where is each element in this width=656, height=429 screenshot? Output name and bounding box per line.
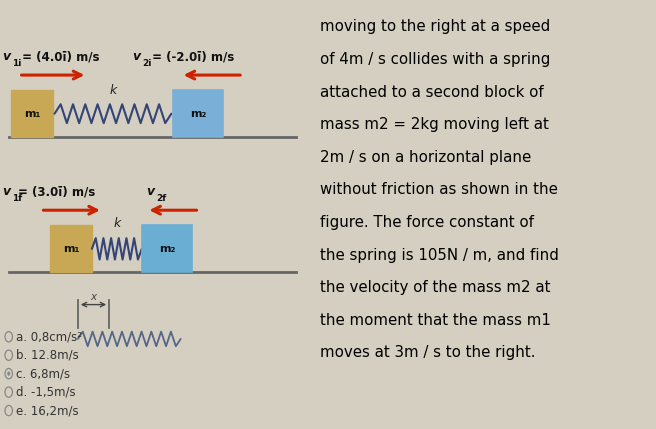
Text: 1i: 1i [12,59,21,68]
Text: m₂: m₂ [159,244,176,254]
Text: d. -1,5m/s: d. -1,5m/s [16,386,75,399]
Text: x: x [91,292,96,302]
Text: without friction as shown in the: without friction as shown in the [320,182,558,197]
Text: the spring is 105N / m, and find: the spring is 105N / m, and find [320,248,559,263]
Text: v: v [3,50,10,63]
Text: 1f: 1f [12,194,22,203]
Text: mass m2 = 2kg moving left at: mass m2 = 2kg moving left at [320,117,549,132]
Text: e. 16,2m/s: e. 16,2m/s [16,404,78,417]
Text: k: k [113,218,121,230]
Text: of 4m / s collides with a spring: of 4m / s collides with a spring [320,52,550,67]
Text: attached to a second block of: attached to a second block of [320,85,544,100]
Bar [11,90,53,137]
Text: v: v [146,185,155,198]
Bar [142,225,192,272]
Text: 2i: 2i [142,59,151,68]
Bar [50,225,92,272]
Text: b. 12.8m/s: b. 12.8m/s [16,349,78,362]
Text: the moment that the mass m1: the moment that the mass m1 [320,313,551,328]
Text: a. 0,8cm/s²: a. 0,8cm/s² [16,330,81,343]
Text: moving to the right at a speed: moving to the right at a speed [320,19,550,34]
Text: = (4.0ī) m/s: = (4.0ī) m/s [18,50,100,63]
Text: the velocity of the mass m2 at: the velocity of the mass m2 at [320,280,550,295]
Text: c. 6,8m/s: c. 6,8m/s [16,367,70,380]
Text: k: k [110,84,117,97]
Text: moves at 3m / s to the right.: moves at 3m / s to the right. [320,345,536,360]
Text: 2f: 2f [156,194,166,203]
Circle shape [7,372,10,376]
Text: m₂: m₂ [190,109,206,119]
Text: figure. The force constant of: figure. The force constant of [320,215,534,230]
Text: m₁: m₁ [24,109,40,119]
Bar [173,90,223,137]
Text: v: v [3,185,10,198]
Text: m₁: m₁ [63,244,79,254]
Text: = (3.0ī) m/s: = (3.0ī) m/s [18,185,95,198]
Text: v: v [133,50,140,63]
Text: = (-2.0ī) m/s: = (-2.0ī) m/s [148,50,234,63]
Text: 2m / s on a horizontal plane: 2m / s on a horizontal plane [320,150,531,165]
